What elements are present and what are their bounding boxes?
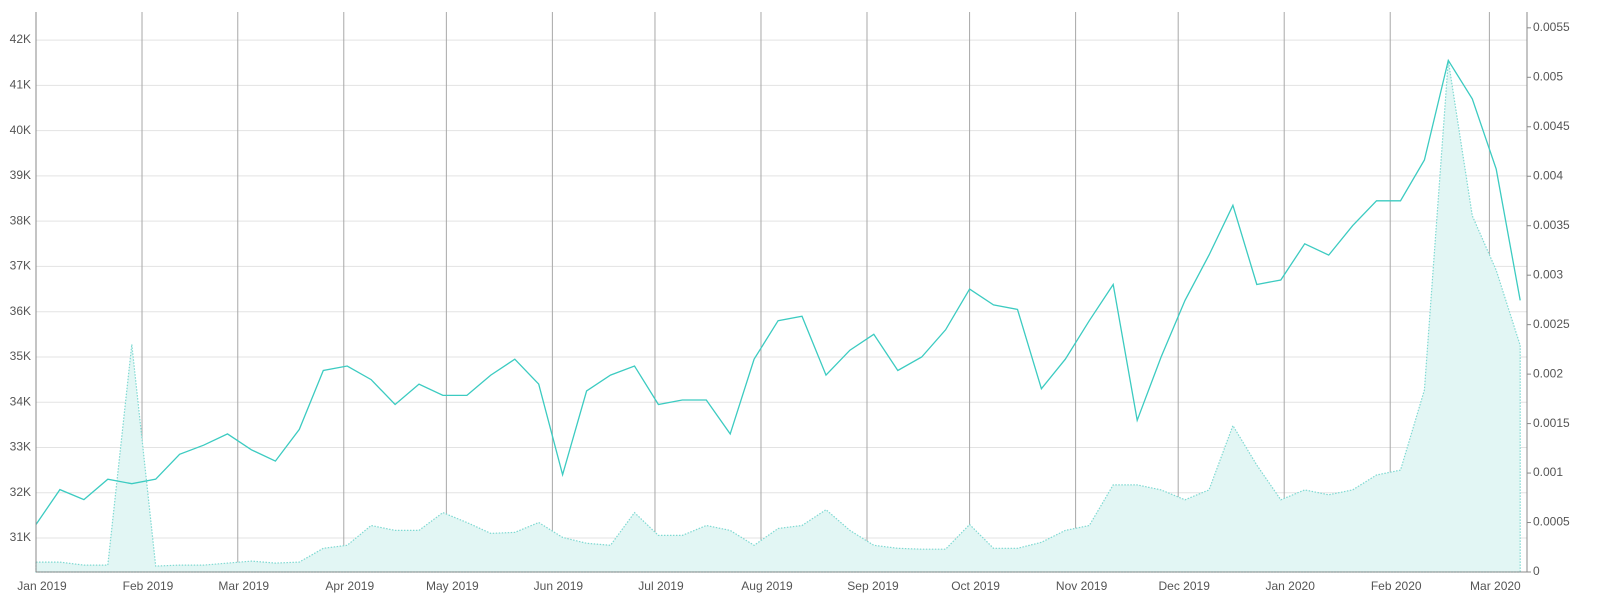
x-tick-label: Apr 2019 — [325, 579, 374, 593]
x-tick-label: May 2019 — [426, 579, 479, 593]
y-tick-label: 32K — [10, 485, 31, 499]
y2-tick-label: 0.0025 — [1533, 317, 1570, 331]
x-tick-label: Jan 2019 — [17, 579, 67, 593]
x-tick-label: Mar 2019 — [218, 579, 269, 593]
y2-tick-label: 0.002 — [1533, 366, 1563, 380]
y2-tick-label: 0.0015 — [1533, 416, 1570, 430]
y2-tick-label: 0.003 — [1533, 267, 1563, 281]
y2-tick-label: 0.005 — [1533, 69, 1563, 83]
x-tick-label: Aug 2019 — [741, 579, 793, 593]
y2-tick-label: 0 — [1533, 564, 1540, 578]
y-tick-label: 31K — [10, 530, 31, 544]
y2-tick-label: 0.0035 — [1533, 218, 1570, 232]
y2-tick-label: 0.0045 — [1533, 119, 1570, 133]
x-tick-label: Sep 2019 — [847, 579, 899, 593]
y2-tick-label: 0.0005 — [1533, 515, 1570, 529]
y2-tick-label: 0.001 — [1533, 465, 1563, 479]
x-tick-label: Oct 2019 — [951, 579, 1000, 593]
y2-tick-label: 0.0055 — [1533, 20, 1570, 34]
area — [35, 60, 1521, 573]
x-tick-label: Nov 2019 — [1056, 579, 1108, 593]
y-tick-label: 35K — [10, 349, 31, 363]
y-tick-label: 36K — [10, 304, 31, 318]
x-tick-label: Mar 2020 — [1470, 579, 1521, 593]
y-tick-label: 39K — [10, 168, 31, 182]
y-tick-label: 41K — [10, 78, 31, 92]
x-tick-label: Jul 2019 — [638, 579, 684, 593]
y-tick-label: 38K — [10, 213, 31, 227]
y-tick-label: 42K — [10, 32, 31, 46]
x-tick-label: Dec 2019 — [1159, 579, 1211, 593]
x-tick-label: Jun 2019 — [534, 579, 584, 593]
x-tick-label: Jan 2020 — [1266, 579, 1316, 593]
y-tick-label: 37K — [10, 259, 31, 273]
y-tick-label: 33K — [10, 440, 31, 454]
y2-tick-label: 0.004 — [1533, 168, 1563, 182]
y-tick-label: 34K — [10, 394, 31, 408]
line — [35, 58, 1521, 525]
y-tick-label: 40K — [10, 123, 31, 137]
x-tick-label: Feb 2020 — [1371, 579, 1422, 593]
x-tick-label: Feb 2019 — [123, 579, 174, 593]
